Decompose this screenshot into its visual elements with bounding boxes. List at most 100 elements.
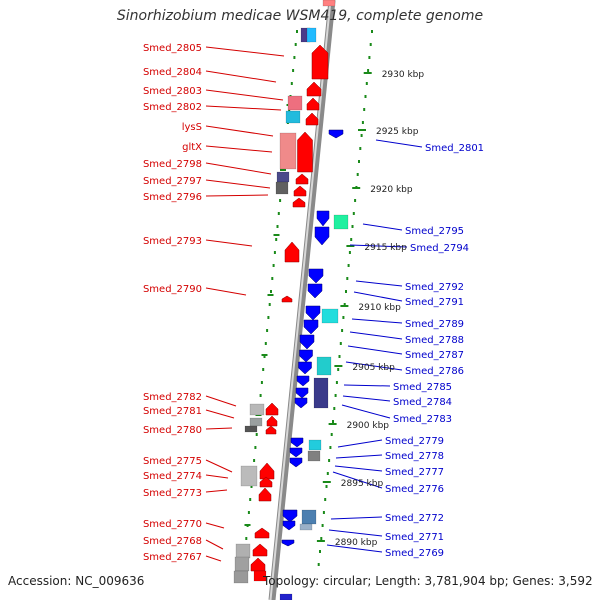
right-gene-label: Smed_2784 xyxy=(393,397,452,408)
right-leader-line xyxy=(349,244,408,248)
left-gene-label: Smed_2798 xyxy=(143,159,202,170)
reverse-gene-arrow xyxy=(299,349,313,363)
tick-dot xyxy=(364,95,367,98)
left-gene-label: Smed_2805 xyxy=(143,43,202,54)
tick-dot xyxy=(290,82,293,85)
feature-box xyxy=(333,214,349,230)
feature-box xyxy=(306,27,317,43)
right-leader-line xyxy=(362,223,403,231)
left-gene-label: Smed_2803 xyxy=(143,86,202,97)
left-leader-line xyxy=(205,489,228,493)
reverse-gene-arrow xyxy=(289,457,303,468)
feature-box xyxy=(307,450,321,462)
forward-gene-arrow xyxy=(254,527,270,539)
feature-box xyxy=(276,171,290,183)
tick-dot xyxy=(361,121,364,124)
forward-gene-arrow xyxy=(281,295,293,303)
reverse-gene-arrow xyxy=(299,334,315,350)
tick-dot xyxy=(266,329,269,332)
left-leader-line xyxy=(205,395,237,407)
tick-dot xyxy=(254,446,257,449)
tick-dot xyxy=(262,368,265,371)
forward-gene-arrow xyxy=(266,415,278,427)
label-leader-lines xyxy=(205,46,423,562)
tick-dot xyxy=(359,147,362,150)
left-gene-label: Smed_2782 xyxy=(143,392,202,403)
right-leader-line xyxy=(353,291,403,302)
forward-gene-arrow xyxy=(306,81,322,97)
forward-gene-arrow xyxy=(306,97,320,111)
right-leader-line xyxy=(341,404,391,419)
tick-dot xyxy=(332,420,334,423)
right-leader-line xyxy=(345,361,403,371)
tick-dot xyxy=(268,303,271,306)
tick-dot xyxy=(338,355,341,358)
left-leader-line xyxy=(205,474,229,479)
tick-dot xyxy=(259,394,262,397)
tick-dot xyxy=(334,394,337,397)
right-gene-label: Smed_2788 xyxy=(405,335,464,346)
tick-dot xyxy=(352,212,355,215)
left-gene-label: Smed_2774 xyxy=(143,471,202,482)
left-gene-label: Smed_2802 xyxy=(143,102,202,113)
left-leader-line xyxy=(205,179,271,189)
feature-box xyxy=(316,356,332,376)
forward-gene-arrow xyxy=(311,44,329,80)
tick-dot xyxy=(343,303,346,306)
left-gene-label: Smed_2780 xyxy=(143,425,202,436)
tick-dot xyxy=(296,30,298,33)
left-gene-label: Smed_2793 xyxy=(143,236,202,247)
tick-dot xyxy=(325,485,328,488)
tick-dot xyxy=(368,56,371,59)
left-gene-label: Smed_2773 xyxy=(143,488,202,499)
reverse-gene-arrow xyxy=(303,319,319,335)
tick-dot xyxy=(320,537,323,540)
tick-dot xyxy=(276,225,279,228)
kbp-tick-label: 2930 kbp xyxy=(382,70,425,80)
feature-box xyxy=(233,570,249,584)
tick-dot xyxy=(253,459,256,462)
kbp-tick-label: 2920 kbp xyxy=(370,185,413,195)
forward-gene-arrow xyxy=(258,487,272,502)
tick-dot xyxy=(279,199,282,202)
left-gene-label: lysS xyxy=(182,122,202,133)
left-leader-line xyxy=(205,427,233,430)
left-leader-line xyxy=(205,70,277,83)
tick-dot xyxy=(333,407,336,410)
left-gene-label: Smed_2790 xyxy=(143,284,202,295)
tick-dot xyxy=(271,277,274,280)
right-leader-line xyxy=(332,471,383,489)
forward-gene-arrow xyxy=(259,476,273,488)
tick-dot xyxy=(369,43,372,46)
right-leader-line xyxy=(375,139,423,148)
forward-gene-arrow xyxy=(297,131,313,173)
feature-box xyxy=(279,132,297,170)
tick-dot xyxy=(275,238,278,241)
left-gene-label: Smed_2804 xyxy=(143,67,202,78)
tick-dot xyxy=(330,433,333,436)
right-gene-label: Smed_2772 xyxy=(385,513,444,524)
right-gene-label: Smed_2787 xyxy=(405,350,464,361)
tick-dot xyxy=(245,537,248,540)
tick-dot xyxy=(319,550,321,553)
tick-dot xyxy=(317,563,320,566)
reverse-gene-arrow xyxy=(282,509,298,523)
left-gene-label: Smed_2770 xyxy=(143,519,202,530)
feature-box xyxy=(321,308,339,324)
right-leader-line xyxy=(347,345,403,355)
right-leader-line xyxy=(328,529,383,537)
genome-backbone xyxy=(268,0,336,601)
tick-dot xyxy=(260,381,263,384)
kbp-tick-label: 2890 kbp xyxy=(335,538,378,548)
label-text: 2930 kbp 2925 kbp 2920 kbp 2915 kbp 2910 kbp… xyxy=(143,43,484,563)
tick-dot xyxy=(322,511,325,514)
right-gene-label: Smed_2776 xyxy=(385,484,444,495)
feature-box xyxy=(249,403,265,416)
left-leader-line xyxy=(205,105,282,111)
tick-dot xyxy=(264,342,267,345)
genome-title: Sinorhizobium medicae WSM419, complete g… xyxy=(116,8,484,24)
tick-dot xyxy=(329,446,332,449)
tick-dot xyxy=(321,524,324,527)
right-leader-line xyxy=(330,516,383,520)
right-gene-label: Smed_2771 xyxy=(385,532,444,543)
